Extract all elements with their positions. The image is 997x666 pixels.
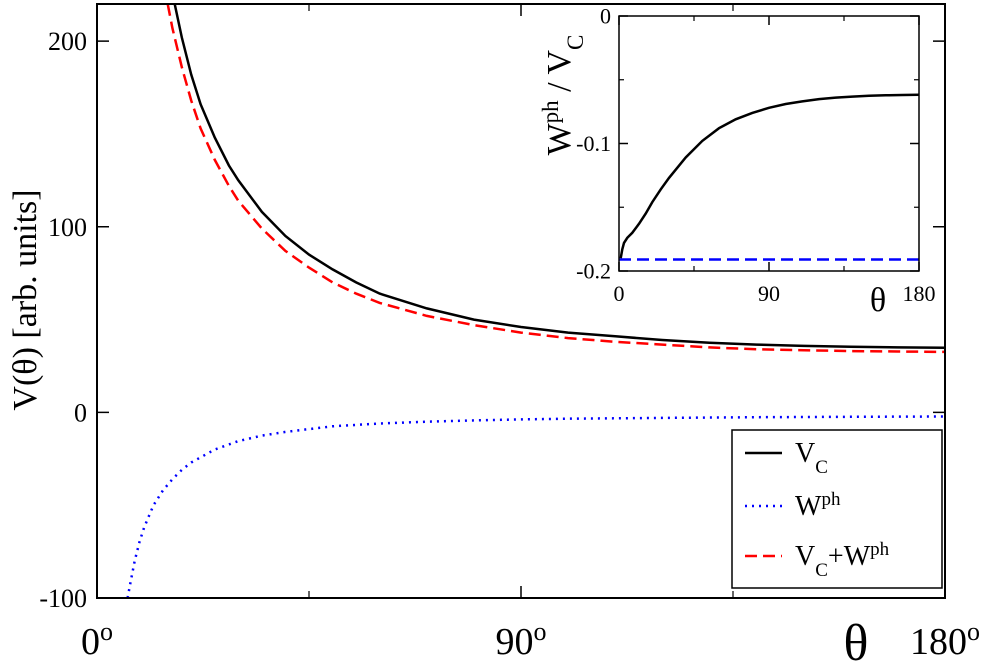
inset-x-axis-title: θ (870, 282, 886, 319)
legend-label-vc: VC (795, 438, 828, 478)
y-tick-label: -0.2 (576, 259, 611, 284)
inset-tick-labels: 0 90 180 -0.2 -0.1 0 (576, 4, 935, 306)
series-line-vc (173, 4, 945, 350)
x-tick-label: 90 (758, 281, 780, 306)
series-line-ratio (619, 93, 919, 259)
inset-ticks (618, 15, 920, 272)
y-tick-label: 0 (600, 4, 611, 29)
y-tick-label: 200 (48, 27, 87, 56)
legend-entries: VC Wph VC+Wph (745, 438, 890, 581)
y-tick-label: 100 (48, 213, 87, 242)
y-tick-label: 0 (74, 398, 87, 427)
legend: VC Wph VC+Wph (731, 429, 943, 589)
legend-label-wph: Wph (795, 489, 841, 523)
inset-plot: 0 90 180 -0.2 -0.1 0 θ Wph / VC (538, 4, 936, 319)
inset-y-axis-title: Wph / VC (538, 35, 588, 156)
main-x-axis-title: θ (844, 615, 869, 666)
main-ticks (96, 4, 946, 599)
y-tick-label: -0.1 (576, 131, 611, 156)
x-tick-label: 0 (614, 281, 625, 306)
x-tick-label: 90o (496, 617, 547, 664)
legend-box (731, 429, 943, 589)
main-plot: 0o 90o 180o -100 0 100 200 θ V(θ) [arb. units]… (7, 3, 980, 666)
x-tick-label: 180 (903, 281, 936, 306)
series-line-sum (166, 4, 945, 354)
main-series-group (126, 4, 945, 598)
x-tick-label: 180o (910, 617, 980, 664)
main-y-axis-title: V(θ) [arb. units] (7, 189, 44, 410)
series-line-wph (126, 415, 945, 598)
y-tick-label: -100 (39, 584, 87, 613)
inset-background (619, 16, 919, 271)
inset-series-group (619, 93, 919, 261)
x-tick-label: 0o (81, 617, 113, 664)
main-tick-labels: 0o 90o 180o -100 0 100 200 (39, 27, 980, 663)
legend-label-sum: VC+Wph (795, 539, 890, 581)
